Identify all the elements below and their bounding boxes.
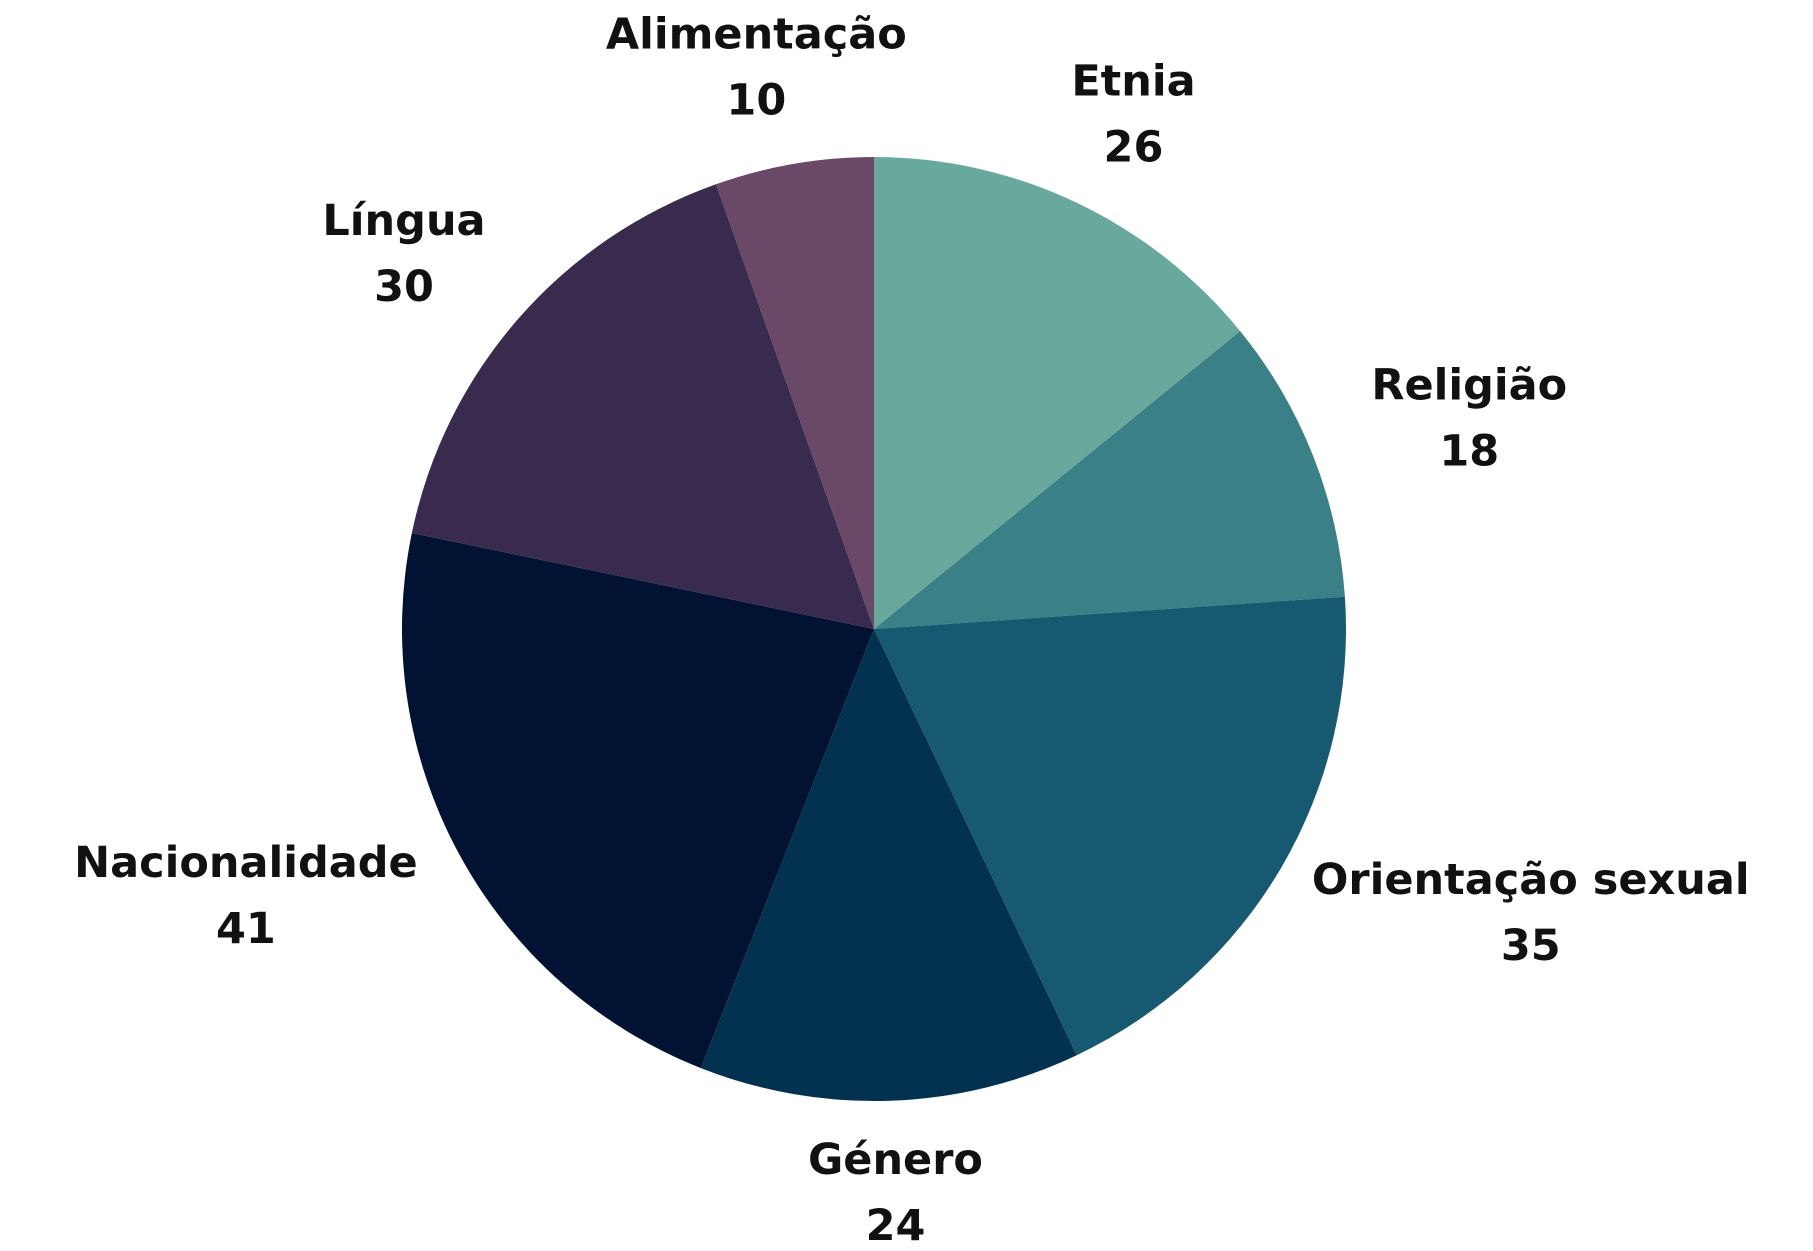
slice-value: 35 xyxy=(1501,921,1561,971)
slice-value: 10 xyxy=(726,76,786,126)
slice-label: Etnia xyxy=(1071,56,1195,106)
slice-label: Nacionalidade xyxy=(74,838,418,888)
pie-slice xyxy=(411,184,874,629)
slice-label: Língua xyxy=(322,196,485,246)
slice-label: Alimentação xyxy=(606,10,907,60)
slice-value: 18 xyxy=(1439,426,1499,476)
pie-slice xyxy=(700,629,1077,1101)
slice-label: Género xyxy=(808,1135,983,1185)
pie-slice xyxy=(874,331,1345,629)
pie-slice xyxy=(402,532,874,1069)
pie-slice xyxy=(874,596,1346,1056)
slice-value: 30 xyxy=(374,262,434,312)
slice-label: Religião xyxy=(1371,360,1567,410)
pie-slice xyxy=(715,157,874,629)
pie-slice xyxy=(874,157,1241,629)
slice-label: Orientação sexual xyxy=(1312,855,1750,905)
slice-value: 24 xyxy=(866,1201,926,1251)
slice-value: 26 xyxy=(1104,122,1164,172)
slice-value: 41 xyxy=(216,904,276,954)
